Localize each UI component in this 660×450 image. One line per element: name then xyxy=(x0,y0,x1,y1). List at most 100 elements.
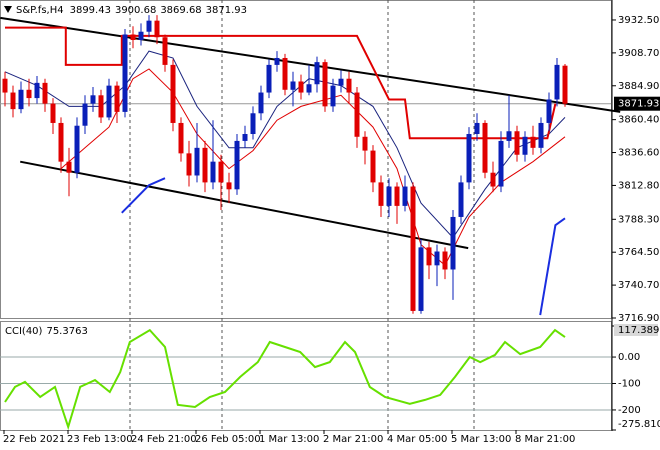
candle-body xyxy=(338,78,344,86)
candle-body xyxy=(138,31,144,41)
candle-body xyxy=(474,122,480,135)
y-tick-label: 3836.60 xyxy=(618,148,659,159)
y-tick-label: 3932.50 xyxy=(618,15,659,26)
indicator-line xyxy=(4,328,566,431)
candle-body xyxy=(90,95,96,104)
candle-body xyxy=(490,172,496,187)
candle-body xyxy=(394,186,400,206)
candle-body xyxy=(346,78,352,93)
moving-average xyxy=(60,68,566,267)
candle-body xyxy=(282,57,288,90)
x-tick-label: 1 Mar 13:00 xyxy=(259,434,319,445)
candle-body xyxy=(306,84,312,93)
band-line xyxy=(539,217,566,316)
candle-body xyxy=(538,122,544,148)
candle-body xyxy=(498,140,504,187)
indicator-tick-label: -200 xyxy=(618,405,641,416)
candle-body xyxy=(450,216,456,270)
x-tick-label: 8 Mar 21:00 xyxy=(515,434,575,445)
y-tick-label: 3764.50 xyxy=(618,247,659,258)
candle-body xyxy=(386,186,392,206)
candle-body xyxy=(194,147,200,176)
candle-body xyxy=(514,131,520,155)
candle-body xyxy=(250,113,256,135)
indicator-value: 75.3763 xyxy=(46,326,87,337)
candle-body xyxy=(154,20,160,38)
candle-body xyxy=(370,150,376,183)
candle-body xyxy=(258,92,264,114)
candle-body xyxy=(274,57,280,65)
indicator-title: CCI(40) 75.3763 xyxy=(5,326,88,337)
menu-triangle xyxy=(4,6,12,13)
candle-body xyxy=(162,37,168,65)
y-tick-label: 3740.70 xyxy=(618,280,659,291)
candle-body xyxy=(562,65,568,104)
candle-body xyxy=(226,182,232,190)
candle-body xyxy=(314,62,320,85)
candle-body xyxy=(234,140,240,190)
candle-body xyxy=(130,34,136,41)
candle-body xyxy=(58,122,64,162)
plot-layer xyxy=(0,15,621,431)
candle-body xyxy=(506,131,512,141)
candle-body xyxy=(290,81,296,90)
candle-body xyxy=(410,186,416,311)
candle-body xyxy=(402,186,408,206)
candle-body xyxy=(242,134,248,141)
candle-body xyxy=(218,161,224,183)
candle-body xyxy=(106,85,112,118)
candle-body xyxy=(466,134,472,183)
price-tag-box xyxy=(614,96,660,111)
candle-body xyxy=(10,92,16,110)
y-tick-label: 3884.90 xyxy=(618,81,659,92)
candle-body xyxy=(34,82,40,99)
indicator-tick-label: 0.00 xyxy=(618,352,640,363)
candle-body xyxy=(322,62,328,107)
trendline xyxy=(20,160,469,250)
candle-body xyxy=(82,103,88,126)
candle-body xyxy=(530,136,536,148)
y-tick-label: 3908.70 xyxy=(618,48,659,59)
candle-body xyxy=(186,153,192,176)
candle-body xyxy=(482,122,488,173)
high-value: 3900.68 xyxy=(115,5,156,16)
symbol: S&P.fs,H4 xyxy=(16,5,64,16)
close-value: 3871.93 xyxy=(206,5,247,16)
candle-body xyxy=(26,89,32,99)
price-tag: 3871.93 xyxy=(618,99,659,110)
x-tick-label: 23 Feb 13:00 xyxy=(67,434,133,445)
indicator-tick-label: 117.3897 xyxy=(618,325,660,336)
candle-body xyxy=(114,85,120,112)
y-tick-label: 3716.90 xyxy=(618,313,659,324)
candle-body xyxy=(170,64,176,123)
candle-body xyxy=(522,136,528,155)
candle-body xyxy=(146,20,152,32)
indicator-tick-label: -275.8106 xyxy=(618,419,660,430)
band-line xyxy=(5,26,557,140)
candle-body xyxy=(426,247,432,266)
y-tick-label: 3860.40 xyxy=(618,115,659,126)
x-tick-label: 4 Mar 05:00 xyxy=(387,434,447,445)
candle-body xyxy=(442,251,448,270)
candle-body xyxy=(362,136,368,151)
chart-title: S&P.fs,H4 3899.43 3900.68 3869.68 3871.93 xyxy=(16,5,247,16)
trendline xyxy=(0,16,621,113)
candle-body xyxy=(2,78,8,93)
x-tick-label: 24 Feb 21:00 xyxy=(131,434,197,445)
indicator-tick-label: -100 xyxy=(618,378,641,389)
candle-body xyxy=(98,95,104,118)
x-tick-label: 5 Mar 13:00 xyxy=(451,434,511,445)
candle-body xyxy=(178,122,184,154)
candle-body xyxy=(554,64,560,100)
indicator-name: CCI(40) xyxy=(5,326,43,337)
candle-body xyxy=(330,85,336,107)
candle-body xyxy=(298,81,304,93)
candle-body xyxy=(202,147,208,183)
candle-body xyxy=(42,82,48,104)
candle-body xyxy=(354,92,360,137)
candle-body xyxy=(18,89,24,110)
candle-body xyxy=(546,99,552,123)
y-tick-label: 3788.30 xyxy=(618,214,659,225)
